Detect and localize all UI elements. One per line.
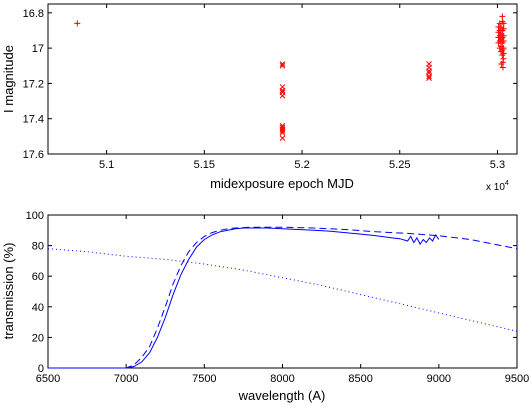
transmission-solid-line	[48, 227, 440, 369]
magnitude-y-tick-label: 16.8	[23, 8, 44, 20]
transmission-y-tick-label: 60	[32, 271, 44, 283]
magnitude-x-exponent: x 104	[486, 180, 509, 193]
transmission-y-axis-label: transmission (%)	[1, 243, 16, 340]
transmission-ticks: 6500 7000 7500 8000 8500 9000 9500 0 20 40 60 80 100	[26, 210, 529, 385]
cross-marker	[426, 75, 432, 81]
x-exponent-power: 4	[505, 180, 509, 187]
plus-marker	[500, 38, 507, 45]
cross-marker	[426, 73, 432, 80]
transmission-x-tick-label: 7000	[114, 373, 138, 385]
transmission-y-tick-label: 80	[32, 241, 44, 253]
transmission-y-tick-label: 100	[26, 210, 44, 222]
cross-marker	[279, 62, 286, 69]
magnitude-x-axis-label: midexposure epoch MJD	[210, 176, 354, 191]
transmission-x-tick-label: 7500	[192, 373, 216, 385]
magnitude-axes-frame	[47, 3, 518, 155]
transmission-x-tick-label: 9000	[427, 373, 451, 385]
transmission-lines	[47, 226, 518, 369]
plus-marker	[74, 20, 81, 27]
transmission-x-tick-label: 6500	[36, 373, 60, 385]
magnitude-y-tick-label: 17	[32, 43, 44, 55]
cross-marker	[279, 135, 286, 141]
plus-marker	[500, 45, 507, 52]
transmission-panel: 6500 7000 7500 8000 8500 9000 9500 0 20 40 60 80 100…	[1, 210, 529, 403]
cross-marker	[279, 61, 286, 67]
transmission-y-tick-label: 40	[32, 302, 44, 314]
plus-marker	[500, 20, 507, 27]
transmission-y-tick-label: 0	[38, 363, 44, 375]
plus-marker	[499, 64, 506, 71]
magnitude-y-tick-label: 17.2	[23, 78, 44, 90]
magnitude-x-tick-label: 5.3	[490, 159, 505, 171]
cross-marker	[279, 87, 286, 94]
magnitude-x-tick-label: 5.1	[99, 159, 114, 171]
magnitude-ticks: 5.1 5.15 5.2 5.25 5.3 16.8 17 17.2 17.4 17.6	[23, 4, 517, 171]
transmission-x-tick-label: 9500	[505, 373, 529, 385]
cross-marker	[426, 68, 432, 74]
cross-marker	[279, 128, 286, 134]
transmission-y-tick-label: 20	[32, 332, 44, 344]
plus-marker	[500, 50, 507, 57]
transmission-dotted-line	[47, 248, 518, 332]
magnitude-x-tick-label: 5.15	[194, 159, 215, 171]
magnitude-x-tick-label: 5.2	[294, 159, 309, 171]
transmission-axes-frame	[47, 214, 518, 369]
transmission-x-axis-label: wavelength (A)	[238, 388, 326, 403]
x-exponent-base: x 10	[486, 182, 505, 193]
magnitude-y-tick-label: 17.4	[23, 114, 44, 126]
plus-marker	[500, 55, 507, 62]
transmission-x-tick-label: 8000	[270, 373, 294, 385]
cross-marker	[279, 92, 286, 99]
transmission-dashed-line	[48, 226, 518, 369]
plus-marker	[500, 25, 507, 32]
transmission-x-tick-label: 8500	[348, 373, 372, 385]
magnitude-panel: 5.1 5.15 5.2 5.25 5.3 16.8 17 17.2 17.4 17.6 mide…	[1, 3, 518, 193]
plus-marker	[500, 32, 507, 39]
magnitude-x-tick-label: 5.25	[389, 159, 410, 171]
magnitude-points	[74, 13, 507, 141]
magnitude-y-axis-label: I magnitude	[1, 45, 16, 113]
magnitude-y-tick-label: 17.6	[23, 149, 44, 161]
cross-marker	[279, 129, 286, 136]
plus-marker	[499, 13, 506, 20]
plus-marker	[498, 61, 505, 67]
